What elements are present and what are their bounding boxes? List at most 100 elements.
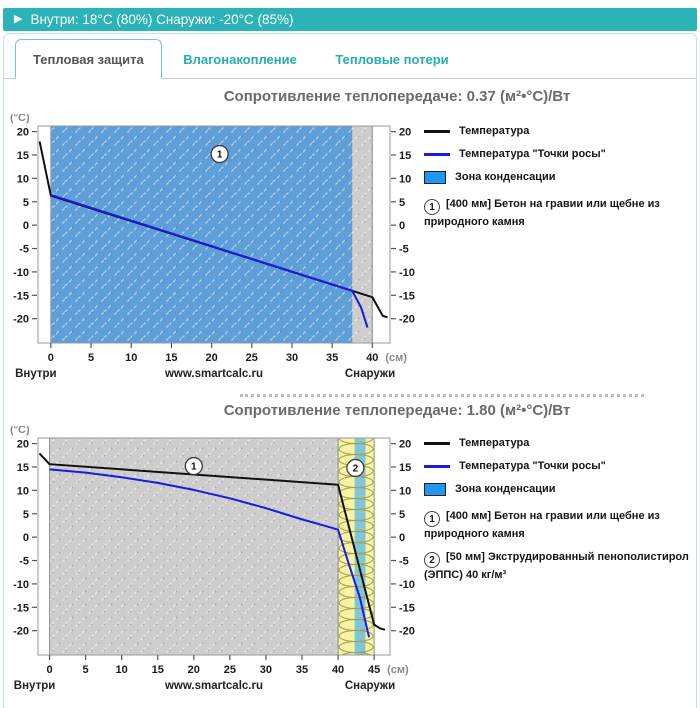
svg-text:-20: -20 [399,314,415,326]
svg-text:20: 20 [399,439,411,451]
svg-text:15: 15 [17,150,29,162]
svg-text:20: 20 [188,664,200,676]
legend-condensation-zone: Зона конденсации [424,478,696,501]
legend-dewpoint-line: Температура "Точки росы" [424,143,696,166]
svg-text:-15: -15 [399,290,415,302]
svg-text:0: 0 [399,220,405,232]
legend-dewpoint-line: Температура "Точки росы" [424,455,696,478]
chart-2-legend: Температура Температура "Точки росы" Зона … [424,432,696,584]
svg-text:15: 15 [152,664,164,676]
svg-text:-20: -20 [399,626,415,638]
svg-text:-15: -15 [399,602,415,614]
svg-text:-10: -10 [13,579,29,591]
zone-swatch-icon [424,171,446,184]
chart-1-title: Сопротивление теплопередаче: 0.37 (м²•°С… [223,88,571,105]
material-number-icon: 1 [424,199,440,215]
legend-temperature-line: Температура [424,432,696,455]
svg-text:-10: -10 [399,267,415,279]
svg-text:(°С): (°С) [10,426,30,436]
svg-text:0: 0 [23,532,29,544]
collapse-arrow-icon[interactable]: ▶ [14,13,23,25]
material-number-icon: 2 [424,552,440,569]
legend-label: Зона конденсации [455,171,556,184]
svg-text:10: 10 [399,173,411,185]
svg-text:5: 5 [399,509,405,521]
svg-text:1: 1 [217,150,223,161]
svg-text:45: 45 [368,664,380,676]
clipped-text-row [240,394,644,397]
legend-material-item: 1 [400 мм] Бетон на гравии или щебне из п… [424,510,660,540]
svg-text:www.smartcalc.ru: www.smartcalc.ru [164,680,263,692]
svg-text:-15: -15 [13,602,29,614]
svg-text:10: 10 [17,485,29,497]
legend-material-item: 1 [400 мм] Бетон на гравии или щебне из п… [424,198,660,228]
tab-thermal-protection[interactable]: Тепловая защита [15,39,162,79]
svg-text:15: 15 [399,462,411,474]
svg-text:(°С): (°С) [10,114,30,124]
conditions-text: Внутри: 18°C (80%) Снаружи: -20°C (85%) [30,12,294,27]
line-swatch-icon [424,465,450,468]
svg-text:www.smartcalc.ru: www.smartcalc.ru [164,368,263,380]
svg-text:40: 40 [332,664,344,676]
svg-text:0: 0 [46,664,52,676]
svg-text:Внутри: Внутри [14,680,56,692]
svg-text:-20: -20 [13,314,29,326]
temperature-chart-2: -20 -20 -15 -15 -10 -10 -5 -5 0 0 5 5 10 10 15 15 20 20 0 5… [10,426,415,692]
legend-label: Температура "Точки росы" [459,460,606,473]
svg-text:-5: -5 [399,556,409,568]
svg-text:-5: -5 [399,244,409,256]
svg-text:5: 5 [23,509,29,521]
svg-text:30: 30 [286,352,298,364]
zone-swatch-icon [424,483,446,496]
svg-text:15: 15 [399,150,411,162]
svg-text:0: 0 [23,220,29,232]
svg-text:10: 10 [125,352,137,364]
svg-text:-5: -5 [19,556,29,568]
svg-text:-10: -10 [399,579,415,591]
svg-text:20: 20 [17,127,29,139]
chart-1-legend: Температура Температура "Точки росы" Зона … [424,120,696,230]
svg-text:(см): (см) [387,664,409,676]
line-swatch-icon [424,130,450,133]
svg-text:-5: -5 [19,244,29,256]
svg-text:Снаружи: Снаружи [345,680,395,692]
svg-text:-20: -20 [13,626,29,638]
svg-text:15: 15 [165,352,177,364]
svg-text:2: 2 [353,463,359,474]
legend-material-item: 2 [50 мм] Экструдированный пенополистирол… [424,551,689,582]
svg-text:Внутри: Внутри [15,368,57,380]
svg-text:35: 35 [296,664,308,676]
line-swatch-icon [424,442,450,445]
svg-text:40: 40 [366,352,378,364]
conditions-header-bar[interactable]: ▶ Внутри: 18°C (80%) Снаружи: -20°C (85%… [3,8,697,31]
svg-text:10: 10 [399,485,411,497]
svg-text:-15: -15 [13,290,29,302]
legend-label: Температура "Точки росы" [459,148,606,161]
legend-condensation-zone: Зона конденсации [424,166,696,189]
svg-text:20: 20 [17,439,29,451]
svg-text:35: 35 [326,352,338,364]
svg-text:1: 1 [191,462,197,473]
tab-heat-loss[interactable]: Тепловые потери [335,52,449,67]
svg-text:5: 5 [83,664,89,676]
svg-text:10: 10 [116,664,128,676]
svg-text:25: 25 [246,352,258,364]
legend-temperature-line: Температура [424,120,696,143]
svg-text:Снаружи: Снаружи [345,368,395,380]
svg-text:20: 20 [399,127,411,139]
tabs-strip: Тепловая защита Влагонакопление Тепловые… [4,34,696,79]
svg-text:5: 5 [399,197,405,209]
svg-text:10: 10 [17,173,29,185]
tab-moisture-accumulation[interactable]: Влагонакопление [183,52,297,67]
chart-2-title: Сопротивление теплопередаче: 1.80 (м²•°С… [223,402,571,419]
svg-text:0: 0 [48,352,54,364]
legend-label: Температура [459,125,530,138]
svg-text:0: 0 [399,532,405,544]
svg-text:-10: -10 [13,267,29,279]
svg-text:15: 15 [17,462,29,474]
material-number-icon: 1 [424,511,440,527]
svg-text:5: 5 [23,197,29,209]
svg-text:25: 25 [224,664,236,676]
legend-label: Зона конденсации [455,483,556,496]
